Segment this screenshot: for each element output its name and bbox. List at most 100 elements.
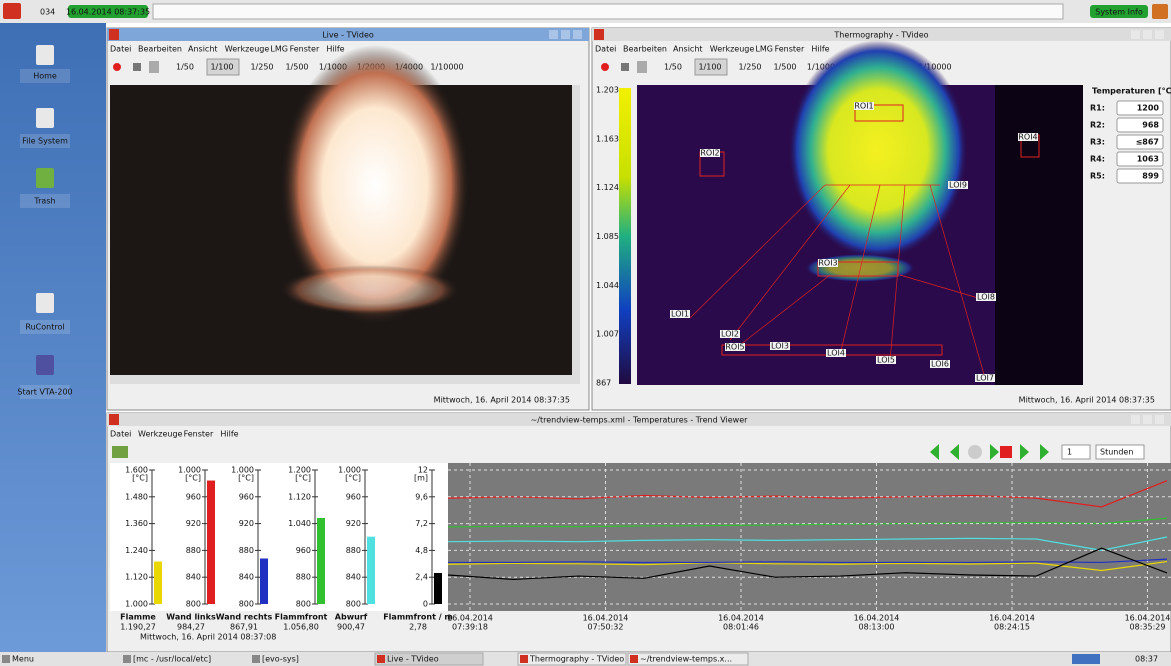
menu-item[interactable]: LMG <box>755 45 773 54</box>
shutter-button[interactable]: 1/100 <box>698 63 721 72</box>
icon-label[interactable]: Home <box>33 72 57 81</box>
icon-label[interactable]: Start VTA-200 <box>17 388 72 397</box>
record-button[interactable] <box>113 63 121 71</box>
menu-item[interactable]: Hilfe <box>326 45 344 54</box>
gauge-tick-label: 840 <box>239 573 254 582</box>
menu-item[interactable]: Werkzeuge <box>225 45 270 54</box>
settings-button[interactable] <box>149 61 159 73</box>
roi-label: LOI8 <box>977 293 995 302</box>
window-button[interactable] <box>1143 30 1152 39</box>
gauge-tick-label: 2,4 <box>415 573 428 582</box>
workspace-switcher[interactable] <box>1072 654 1100 664</box>
time-label: 16.04.2014 <box>854 614 900 623</box>
gauge-tick-label: 1.040 <box>288 519 311 528</box>
desktop-icon[interactable] <box>36 45 54 65</box>
address-field[interactable] <box>153 4 1063 19</box>
legend-name: Flammfront / m <box>383 613 453 622</box>
counter: 034 <box>40 8 55 17</box>
desktop-icon[interactable] <box>36 355 54 375</box>
icon-label[interactable]: File System <box>22 137 68 146</box>
menu-item[interactable]: Datei <box>110 430 131 439</box>
menu-item[interactable]: Fenster <box>290 45 320 54</box>
legend-value: 1.190,27 <box>120 623 156 632</box>
stop-button[interactable] <box>1000 446 1012 458</box>
system-info: System Info <box>1095 8 1143 17</box>
menu-item[interactable]: Hilfe <box>220 430 238 439</box>
menu-item[interactable]: Fenster <box>184 430 214 439</box>
menu-item[interactable]: Datei <box>110 45 131 54</box>
gauge-tick-label: 880 <box>186 546 201 555</box>
menu-item[interactable]: Fenster <box>775 45 805 54</box>
shutter-button[interactable]: 1/500 <box>285 63 308 72</box>
window-button[interactable] <box>573 30 582 39</box>
shutter-button[interactable]: 1/50 <box>176 63 194 72</box>
settings-button[interactable] <box>637 61 647 73</box>
task-item[interactable]: Thermography - TVideo <box>529 655 624 664</box>
window-button[interactable] <box>1131 30 1140 39</box>
menu-item[interactable]: Bearbeiten <box>138 45 182 54</box>
stop-button[interactable] <box>621 63 629 71</box>
menu-item[interactable]: Datei <box>595 45 616 54</box>
time-label: 08:24:15 <box>994 623 1030 632</box>
roi-label: LOI6 <box>931 360 949 369</box>
icon-label[interactable]: RuControl <box>25 323 64 332</box>
shutter-button[interactable]: 1/250 <box>250 63 273 72</box>
colorbar-label: 1.203 <box>596 86 619 95</box>
menu-item[interactable]: Bearbeiten <box>623 45 667 54</box>
task-item[interactable]: [mc - /usr/local/etc] <box>133 655 211 664</box>
roi-label: LOI1 <box>671 310 689 319</box>
shutter-button[interactable]: 1/100 <box>210 63 233 72</box>
menu-item[interactable]: Ansicht <box>673 45 703 54</box>
temp-value: 899 <box>1142 172 1159 181</box>
menu-item[interactable]: Werkzeuge <box>138 430 183 439</box>
temp-value: 968 <box>1142 121 1159 130</box>
legend-name: Flammfront <box>275 613 328 622</box>
shutter-button[interactable]: 1/10000 <box>430 63 463 72</box>
menu-item[interactable]: LMG <box>270 45 288 54</box>
interval-unit: Stunden <box>1100 448 1133 457</box>
time-label: 16.04.2014 <box>583 614 629 623</box>
task-item[interactable]: ~/trendview-temps.x... <box>640 655 732 664</box>
desktop-icon[interactable] <box>36 293 54 313</box>
time-label: 16.04.2014 <box>718 614 764 623</box>
roi-label: LOI5 <box>877 356 895 365</box>
roi-label: ROI4 <box>1018 133 1037 142</box>
task-item[interactable]: Live - TVideo <box>387 655 439 664</box>
task-icon <box>377 655 385 663</box>
legend-name: Abwurf <box>335 613 368 622</box>
menu-item[interactable]: Ansicht <box>188 45 218 54</box>
colorbar-label: 867 <box>596 379 611 388</box>
shutter-button[interactable]: 1/50 <box>664 63 682 72</box>
window-button[interactable] <box>1131 415 1140 424</box>
gauge-tick-label: 960 <box>186 492 201 501</box>
stop-button[interactable] <box>133 63 141 71</box>
task-item[interactable]: Menu <box>12 655 34 664</box>
temperatures-title: Temperaturen [°C] <box>1092 87 1171 96</box>
task-item[interactable]: [evo-sys] <box>262 655 299 664</box>
legend-value: 2,78 <box>409 623 427 632</box>
pause-button[interactable] <box>968 445 982 459</box>
menu-item[interactable]: Werkzeuge <box>710 45 755 54</box>
roi-label: LOI2 <box>721 330 739 339</box>
menu-item[interactable]: Hilfe <box>811 45 829 54</box>
window-button[interactable] <box>561 30 570 39</box>
window-button[interactable] <box>1155 30 1164 39</box>
gauge-unit: [°C] <box>295 474 311 483</box>
window-icon <box>109 414 119 425</box>
icon-label[interactable]: Trash <box>33 197 55 206</box>
colorbar-label: 1.163 <box>596 134 619 143</box>
record-button[interactable] <box>601 63 609 71</box>
shutter-button[interactable]: 1/250 <box>738 63 761 72</box>
window-button[interactable] <box>1155 415 1164 424</box>
window-button[interactable] <box>549 30 558 39</box>
temp-value: 1200 <box>1137 104 1160 113</box>
temp-label: R2: <box>1090 121 1105 130</box>
window-title: Live - TVideo <box>322 31 374 40</box>
gauge-unit: [°C] <box>345 474 361 483</box>
shutter-button[interactable]: 1/500 <box>773 63 796 72</box>
roi-label: LOI9 <box>949 181 967 190</box>
colorbar-label: 1.124 <box>596 183 619 192</box>
desktop-icon[interactable] <box>36 168 54 188</box>
window-button[interactable] <box>1143 415 1152 424</box>
desktop-icon[interactable] <box>36 108 54 128</box>
